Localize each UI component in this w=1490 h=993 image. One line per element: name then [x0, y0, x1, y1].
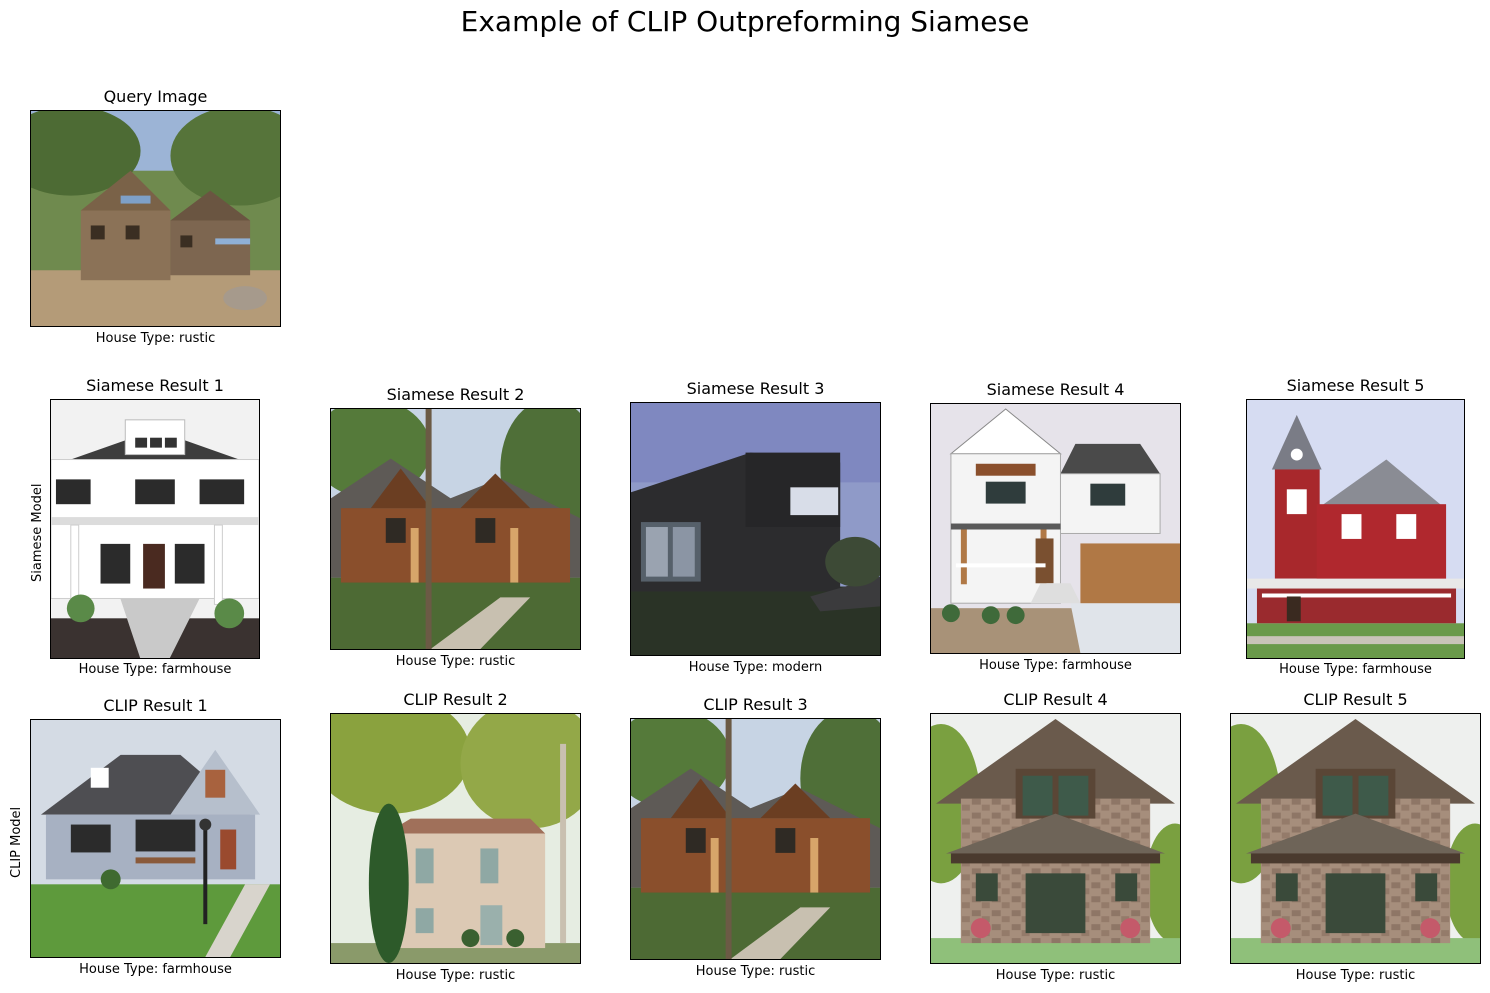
query-image	[30, 110, 281, 327]
result-image	[30, 719, 281, 958]
row-label-siamese: Siamese Model	[30, 483, 45, 582]
siamese-result-2: Siamese Result 2 House Type: rustic	[330, 385, 581, 669]
result-image	[930, 713, 1181, 964]
panel-title: Siamese Result 4	[986, 380, 1125, 399]
result-image	[50, 399, 260, 659]
panel-caption: House Type: farmhouse	[979, 658, 1132, 673]
clip-result-4: CLIP Result 4	[930, 690, 1181, 983]
panel-caption: House Type: rustic	[95, 331, 216, 346]
panel-caption: House Type: rustic	[695, 964, 816, 979]
query-panel: Query Image House Type: rustic	[30, 87, 281, 346]
result-image	[630, 402, 881, 656]
siamese-result-3: Siamese Result 3 House Type: modern	[630, 379, 881, 675]
panel-title: Siamese Result 1	[86, 376, 224, 395]
panel-title: CLIP Result 1	[103, 696, 208, 715]
panel-title: CLIP Result 3	[703, 695, 808, 714]
siamese-result-4: Siamese Result 4 House Type: farmhouse	[930, 380, 1181, 673]
panel-title: Siamese Result 2	[386, 385, 525, 404]
clip-result-1: CLIP Result 1 House Type: farmhouse	[30, 696, 281, 977]
result-image	[1246, 399, 1465, 659]
panel-caption: House Type: rustic	[1295, 968, 1416, 983]
figure-title: Example of CLIP Outpreforming Siamese	[460, 5, 1030, 38]
panel-caption: House Type: modern	[688, 660, 823, 675]
panel-caption: House Type: rustic	[395, 968, 516, 983]
result-image	[930, 403, 1181, 654]
result-image	[330, 408, 581, 650]
panel-title: Query Image	[103, 87, 208, 106]
panel-caption: House Type: farmhouse	[78, 662, 232, 677]
panel-title: CLIP Result 2	[403, 690, 508, 709]
panel-caption: House Type: rustic	[395, 654, 516, 669]
result-image	[330, 713, 581, 964]
panel-caption: House Type: farmhouse	[79, 962, 232, 977]
result-image	[1230, 713, 1481, 964]
clip-result-3: CLIP Result 3 House Type: rustic	[630, 695, 881, 979]
siamese-result-5: Siamese Result 5 House Type: farmhouse	[1246, 376, 1465, 677]
clip-result-5: CLIP Result 5	[1230, 690, 1481, 983]
siamese-result-1: Siamese Result 1 House Type: farmhouse	[50, 376, 260, 677]
panel-title: CLIP Result 5	[1303, 690, 1408, 709]
panel-title: CLIP Result 4	[1003, 690, 1108, 709]
panel-title: Siamese Result 5	[1286, 376, 1425, 395]
panel-title: Siamese Result 3	[686, 379, 825, 398]
clip-result-2: CLIP Result 2 House Type: rustic	[330, 690, 581, 983]
panel-caption: House Type: farmhouse	[1279, 662, 1432, 677]
row-label-clip: CLIP Model	[9, 806, 24, 878]
result-image	[630, 718, 881, 960]
panel-caption: House Type: rustic	[995, 968, 1116, 983]
